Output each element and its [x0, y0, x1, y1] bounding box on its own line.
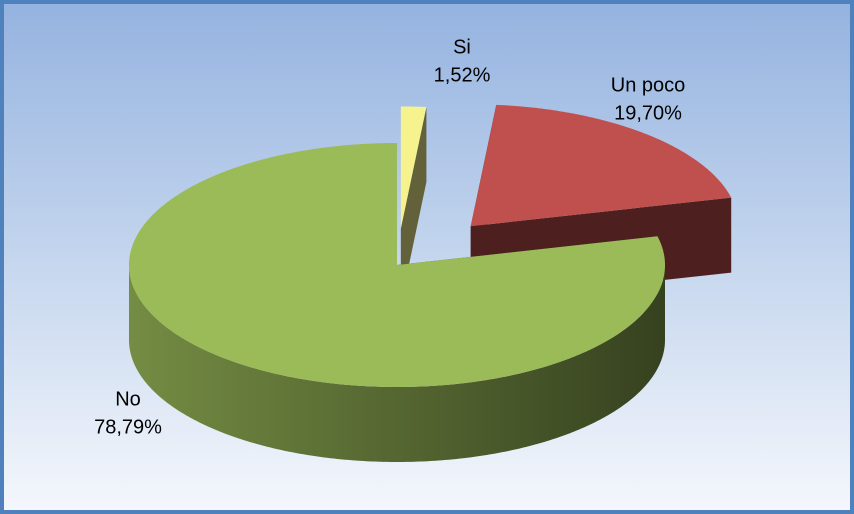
slice-label: No	[115, 388, 141, 410]
slice-value-label: 19,70%	[614, 102, 682, 124]
slice	[400, 106, 427, 304]
slice	[129, 143, 665, 462]
slice-top	[129, 143, 665, 387]
slice-label: Si	[453, 36, 471, 58]
slice-value-label: 1,52%	[434, 64, 491, 86]
slice-top	[470, 104, 732, 227]
slice-top	[400, 106, 427, 229]
slice-value-label: 78,79%	[94, 416, 162, 438]
slice-label: Un poco	[611, 74, 686, 96]
slice-wall	[400, 106, 427, 304]
slice-side	[129, 265, 665, 462]
